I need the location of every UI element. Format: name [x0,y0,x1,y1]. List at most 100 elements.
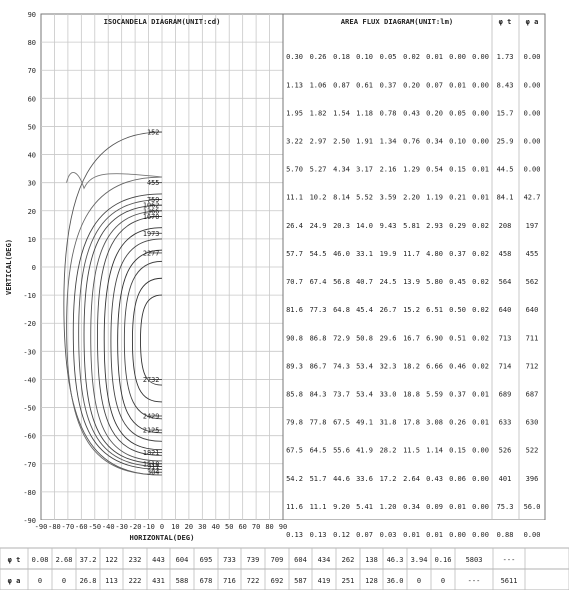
flux-cell: 0.01 [472,419,489,427]
x-tick-label: -30 [115,523,128,531]
flux-cell: 0.51 [449,334,466,342]
flux-cell: 28.2 [380,447,397,455]
flux-cell: 2.16 [380,166,397,174]
flux-cell: 0.02 [403,53,420,61]
contour-label: 2732 [143,376,159,384]
flux-cell: 0.02 [472,278,489,286]
y-tick-label: -70 [23,461,36,469]
phi-a-cell: 56.0 [524,503,541,511]
flux-cell: 90.8 [286,334,303,342]
contour-label: 759 [147,196,159,204]
bottom-cell: 251 [342,577,355,585]
bottom-cell: 46.3 [387,556,404,564]
bottom-cell: 113 [105,577,118,585]
bottom-cell: 604 [176,556,189,564]
flux-cell: 17.2 [380,475,397,483]
isocandela-contour [117,249,163,434]
bottom-cell: 0 [441,577,445,585]
flux-cell: 55.6 [333,447,350,455]
bottom-cell: 122 [105,556,118,564]
y-tick-label: 80 [28,39,36,47]
y-tick-label: -80 [23,489,36,497]
flux-cell: 54.2 [286,475,303,483]
flux-cell: 1.06 [310,81,327,89]
flux-cell: 11.5 [403,447,420,455]
flux-cell: 44.6 [333,475,350,483]
bottom-cell: 222 [129,577,142,585]
x-tick-label: 80 [265,523,273,531]
phi-a-cell: 0.00 [524,138,541,146]
flux-cell: 1.19 [426,194,443,202]
flux-cell: 3.22 [286,138,303,146]
contour-label: 2125 [143,427,159,435]
flux-cell: 54.5 [310,250,327,258]
flux-cell: 86.8 [310,334,327,342]
flux-cell: 0.18 [333,53,350,61]
contour-label: 911 [147,463,159,471]
flux-cell: 0.00 [472,531,489,539]
flux-cell: 0.00 [472,475,489,483]
x-tick-label: -10 [142,523,155,531]
flux-cell: 0.01 [472,194,489,202]
y-tick-label: -10 [23,292,36,300]
contour-label: 455 [147,179,159,187]
bottom-cell: 5803 [466,556,483,564]
y-tick-label: -50 [23,405,36,413]
bottom-row-label: φ t [8,556,21,564]
x-tick-label: 40 [212,523,220,531]
contour-label: 1518 [143,460,159,468]
flux-cell: 70.7 [286,278,303,286]
flux-cell: 16.7 [403,334,420,342]
flux-cell: 1.20 [380,503,397,511]
flux-cell: 0.15 [449,166,466,174]
flux-cell: 9.43 [380,222,397,230]
isocandela-grid [41,14,284,520]
y-tick-label: 50 [28,123,36,131]
x-axis-label: HORIZONTAL(DEG) [130,533,195,542]
flux-cell: 2.64 [403,475,420,483]
y-tick-label: -30 [23,348,36,356]
phi-a-cell: 0.00 [524,53,541,61]
flux-cell: 0.07 [426,81,443,89]
flux-cell: 20.3 [333,222,350,230]
flux-cell: 0.00 [472,138,489,146]
bottom-cell: 443 [152,556,165,564]
flux-cell: 24.9 [310,222,327,230]
y-tick-label: -90 [23,517,36,525]
flux-cell: 0.45 [449,278,466,286]
flux-cell: 0.26 [449,419,466,427]
x-tick-label: -60 [75,523,88,531]
area-flux-values: 0.30 0.26 0.18 0.10 0.05 0.02 0.01 0.00 0.00 1.73… [286,53,540,539]
flux-cell: 6.51 [426,306,443,314]
flux-cell: 0.05 [449,109,466,117]
flux-cell: 33.1 [356,250,373,258]
flux-cell: 0.01 [403,531,420,539]
phi-t-cell: 526 [499,447,512,455]
phi-a-cell: 687 [526,391,539,399]
phi-t-cell: 640 [499,306,512,314]
flux-cell: 0.01 [426,53,443,61]
bottom-cell: --- [468,577,481,585]
flux-cell: 0.01 [449,503,466,511]
x-tick-label: 10 [171,523,179,531]
flux-cell: 1.13 [286,81,303,89]
isocandela-title: ISOCANDELA DIAGRAM(UNIT:cd) [104,17,221,26]
flux-cell: 0.50 [449,306,466,314]
y-tick-label: 40 [28,152,36,160]
axes: ISOCANDELA DIAGRAM(UNIT:cd) AREA FLUX DIA… [4,11,453,542]
bottom-cell: 434 [318,556,331,564]
flux-cell: 5.70 [286,166,303,174]
y-tick-label: -60 [23,433,36,441]
bottom-cell: 36.0 [387,577,404,585]
flux-cell: 0.20 [403,81,420,89]
flux-cell: 14.0 [356,222,373,230]
chart-frame [0,13,569,590]
flux-cell: 11.1 [286,194,303,202]
flux-cell: 0.01 [426,531,443,539]
flux-cell: 0.00 [472,503,489,511]
isocandela-contour [103,227,163,451]
flux-cell: 3.59 [380,194,397,202]
isocandela-contour [110,238,163,442]
